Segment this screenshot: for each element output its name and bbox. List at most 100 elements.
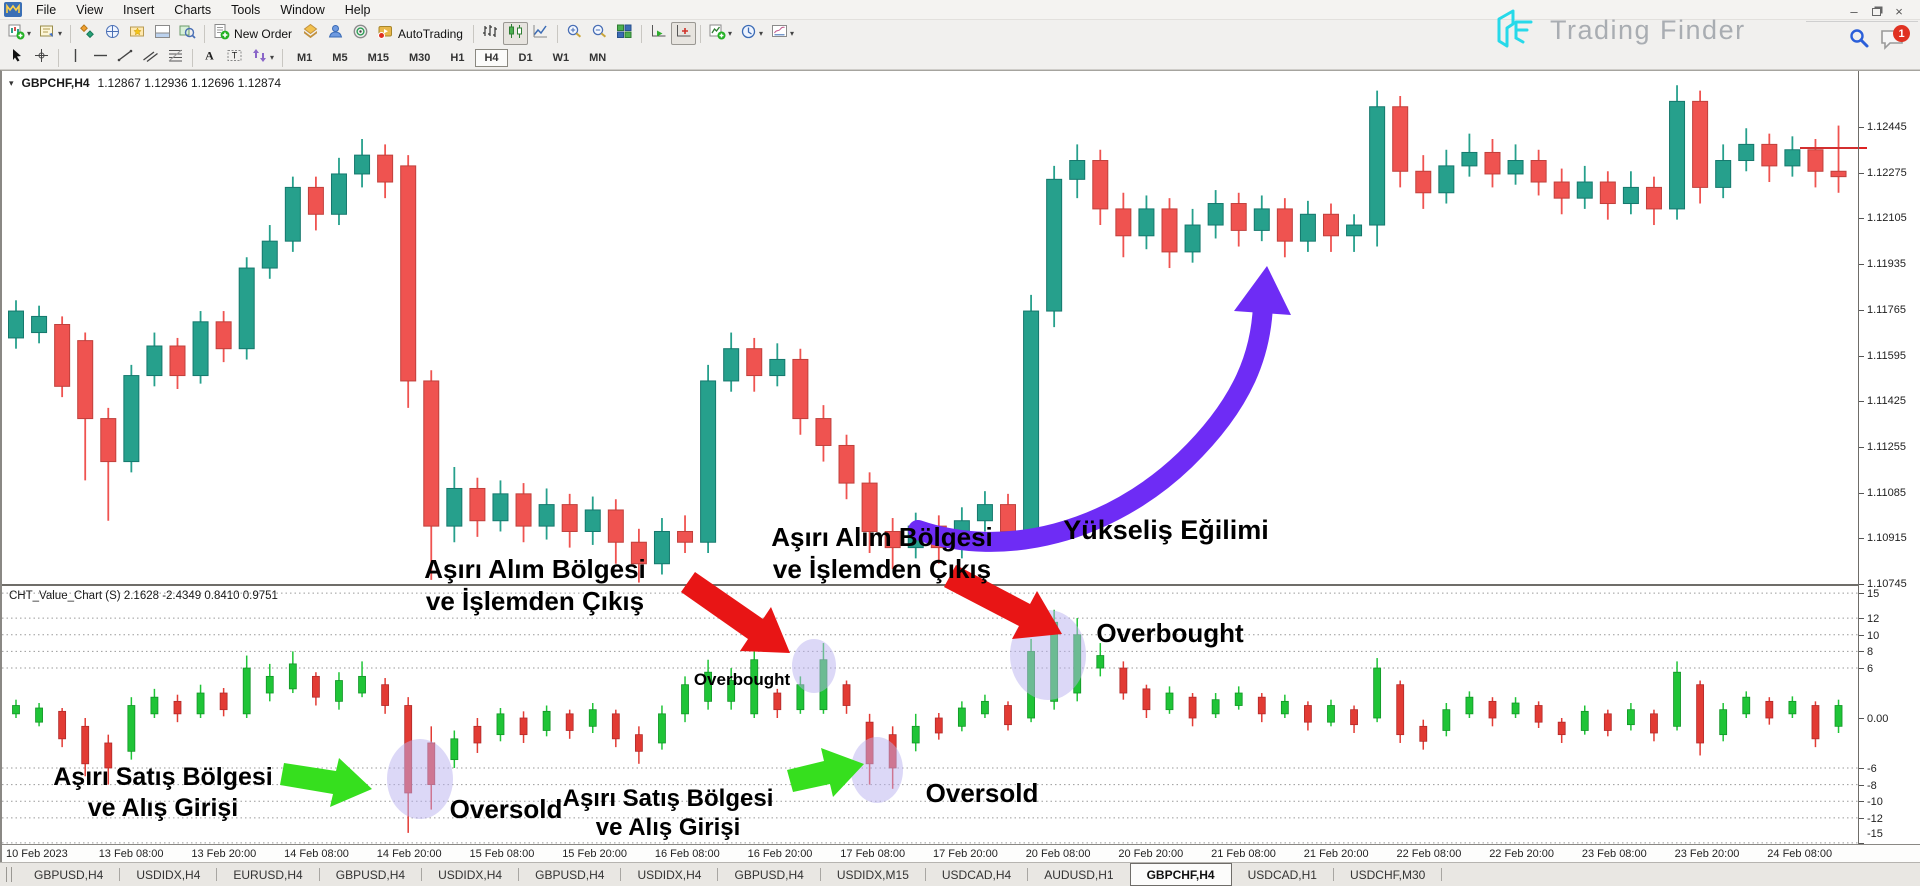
channel-tool-button[interactable] — [138, 47, 163, 70]
chart-tab-gbpusd-h4[interactable]: GBPUSD,H4 — [34, 867, 104, 882]
timeframe-m15[interactable]: M15 — [367, 52, 389, 64]
indicator-bar-body — [496, 713, 505, 736]
auto-scroll-button[interactable] — [646, 22, 671, 45]
data-window-button[interactable] — [100, 22, 125, 45]
candle-body — [169, 345, 186, 377]
chart-tab-usdidx-h4[interactable]: USDIDX,H4 — [637, 867, 702, 882]
timeframe-mn[interactable]: MN — [589, 52, 607, 64]
expert-advisors-button[interactable] — [323, 22, 348, 45]
bar-chart-mode-icon — [482, 23, 499, 45]
indicator-axis-label: 8 — [1867, 646, 1874, 659]
cursor-tool-button[interactable] — [4, 47, 29, 70]
main-candle-chart[interactable] — [2, 71, 1858, 586]
crosshair-tool-button[interactable] — [29, 47, 54, 70]
chart-shift-button[interactable] — [670, 22, 696, 45]
chart-tab-gbpusd-h4[interactable]: GBPUSD,H4 — [535, 867, 605, 882]
current-price-tick — [1859, 147, 1867, 149]
market-watch-button[interactable] — [75, 22, 100, 45]
terminal-button[interactable] — [150, 22, 175, 45]
collapse-icon[interactable]: ▾ — [9, 77, 14, 88]
chart-tab-audusd-h1[interactable]: AUDUSD,H1 — [1044, 867, 1114, 882]
search-icon[interactable] — [1848, 27, 1870, 49]
new-order-button[interactable]: New Order — [209, 22, 298, 45]
horizontal-line-tool-button[interactable] — [88, 47, 113, 70]
menu-item-window[interactable]: Window — [280, 2, 325, 17]
text-tool-button[interactable]: A — [197, 47, 222, 70]
value-chart-indicator-pane[interactable] — [2, 586, 1858, 844]
chart-tab-gbpchf-h4[interactable]: GBPCHF,H4 — [1129, 863, 1232, 886]
tile-windows-button[interactable] — [612, 22, 637, 45]
fibonacci-tool-button[interactable] — [163, 47, 188, 70]
price-axis-label: 1.11425 — [1867, 395, 1906, 408]
indicators-list-button[interactable]: ▾ — [705, 22, 736, 45]
timeframe-w1[interactable]: W1 — [552, 52, 570, 64]
chart-tab-usdidx-m15[interactable]: USDIDX,M15 — [836, 867, 909, 882]
price-axis-tick — [1859, 492, 1864, 494]
autotrading-button[interactable]: AutoTrading — [373, 22, 469, 45]
candle-body — [1761, 143, 1778, 167]
chart-tab-gbpusd-h4[interactable]: GBPUSD,H4 — [335, 867, 406, 882]
menu-item-file[interactable]: File — [36, 2, 57, 17]
minimize-button[interactable]: – — [1850, 4, 1858, 19]
tab-separator — [318, 868, 320, 881]
timeframe-h1[interactable]: H1 — [450, 52, 465, 64]
indicator-bar-body — [173, 700, 182, 715]
arrows-tool-button[interactable]: ▾ — [247, 47, 278, 70]
trading-finder-logo-icon — [1497, 9, 1533, 48]
close-button[interactable]: × — [1895, 4, 1903, 19]
notification-badge[interactable]: 1 — [1893, 25, 1910, 42]
timeframe-m30[interactable]: M30 — [408, 52, 431, 64]
vertical-line-tool-button[interactable] — [63, 47, 88, 70]
strategy-tester-button[interactable] — [175, 22, 200, 45]
timeframe-m5[interactable]: M5 — [332, 52, 348, 64]
tab-scroll-grip[interactable] — [6, 867, 12, 882]
candlestick-mode-button[interactable] — [502, 22, 528, 45]
timeframe-h4[interactable]: H4 — [475, 49, 508, 67]
pane-separator[interactable] — [2, 584, 1858, 586]
zoom-in-button[interactable] — [562, 22, 587, 45]
menu-item-charts[interactable]: Charts — [174, 2, 212, 17]
chart-tab-gbpusd-h4[interactable]: GBPUSD,H4 — [734, 867, 804, 882]
menu-item-help[interactable]: Help — [344, 2, 371, 17]
chart-tab-eurusd-h4[interactable]: EURUSD,H4 — [233, 867, 303, 882]
menu-item-insert[interactable]: Insert — [123, 2, 155, 17]
restore-button[interactable] — [1872, 7, 1881, 16]
indicator-bar-body — [127, 705, 136, 752]
metaeditor-button[interactable] — [298, 22, 323, 45]
chart-tab-usdcad-h1[interactable]: USDCAD,H1 — [1247, 867, 1317, 882]
bar-chart-mode-button[interactable] — [478, 22, 503, 45]
profiles-button[interactable]: ▾ — [35, 22, 66, 45]
new-chart-button[interactable]: ▾ — [4, 22, 35, 45]
market-button[interactable] — [348, 22, 373, 45]
menu-item-view[interactable]: View — [76, 2, 104, 17]
indicator-bar-body — [1073, 634, 1082, 694]
candle-body — [630, 541, 647, 565]
line-chart-mode-button[interactable] — [528, 22, 553, 45]
navigator-button[interactable] — [125, 22, 150, 45]
periods-list-button[interactable]: ▾ — [736, 22, 767, 45]
chart-tab-usdidx-h4[interactable]: USDIDX,H4 — [136, 867, 201, 882]
indicator-bar-body — [1234, 692, 1243, 706]
tab-separator — [216, 868, 218, 881]
menu-item-tools[interactable]: Tools — [231, 2, 261, 17]
indicator-axis-tick — [1859, 718, 1864, 719]
candle-body — [446, 487, 463, 527]
indicator-bar-body — [242, 667, 251, 715]
indicator-bar-body — [1419, 725, 1428, 742]
indicator-bar-body — [957, 707, 966, 727]
trendline-tool-button[interactable] — [113, 47, 138, 70]
chart-tab-usdchf-m30[interactable]: USDCHF,M30 — [1349, 867, 1426, 882]
chart-tab-usdcad-h4[interactable]: USDCAD,H4 — [941, 867, 1012, 882]
candle-body — [1392, 106, 1409, 172]
candle-body — [54, 323, 71, 387]
indicator-bar-body — [473, 725, 482, 744]
candle-body — [1530, 160, 1547, 183]
templates-button[interactable]: ▾ — [767, 22, 798, 45]
templates-icon — [771, 23, 788, 45]
timeframe-m1[interactable]: M1 — [297, 52, 313, 64]
price-axis-tick — [1859, 584, 1864, 585]
text-label-tool-button[interactable]: T — [222, 47, 247, 70]
timeframe-d1[interactable]: D1 — [518, 52, 533, 64]
chart-tab-usdidx-h4[interactable]: USDIDX,H4 — [438, 867, 503, 882]
zoom-out-button[interactable] — [587, 22, 612, 45]
